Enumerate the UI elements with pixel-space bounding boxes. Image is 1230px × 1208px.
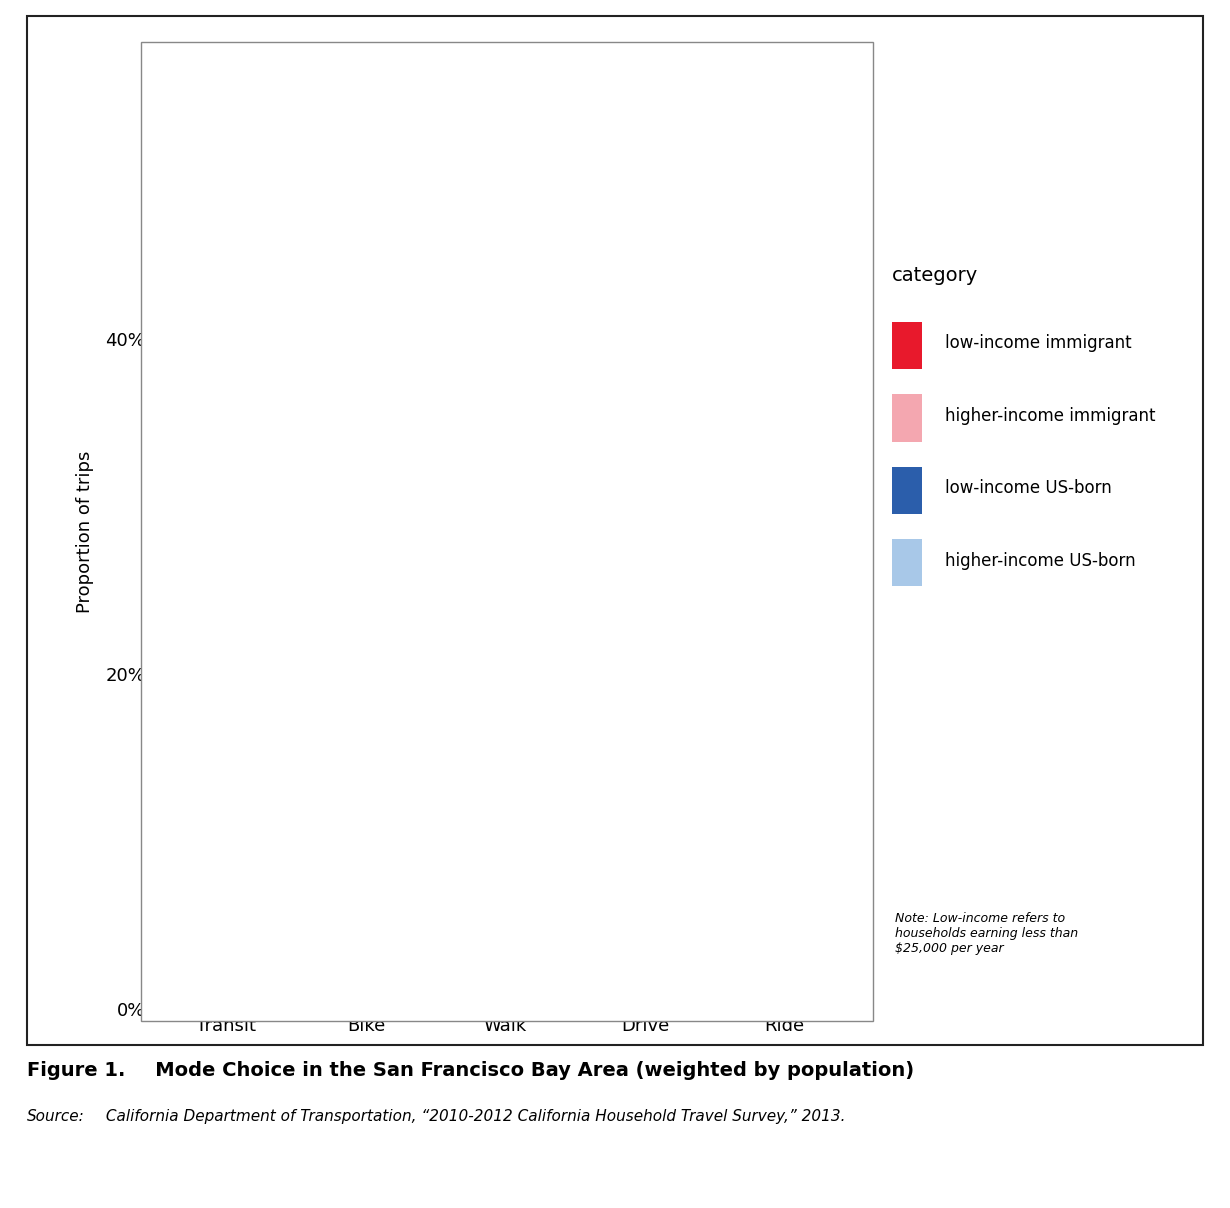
Bar xyxy=(343,945,365,1009)
Bar xyxy=(809,800,831,1009)
Text: Mode Choice in the San Francisco Bay Area (weighted by population): Mode Choice in the San Francisco Bay Are… xyxy=(135,1061,914,1080)
Text: category: category xyxy=(892,266,978,285)
Bar xyxy=(892,321,922,370)
Text: Note: Low-income refers to
households earning less than
$25,000 per year: Note: Low-income refers to households ea… xyxy=(895,912,1079,956)
Bar xyxy=(599,574,621,1009)
Text: higher-income US-born: higher-income US-born xyxy=(945,552,1135,570)
Bar xyxy=(622,272,645,1009)
Bar xyxy=(786,800,808,1009)
Text: California Department of Transportation, “2010-2012 California Household Travel : California Department of Transportation,… xyxy=(101,1109,845,1123)
Bar xyxy=(320,975,342,1009)
Bar xyxy=(390,958,412,1009)
Bar xyxy=(669,138,691,1009)
Bar xyxy=(507,489,529,1009)
Bar xyxy=(180,808,202,1009)
Bar xyxy=(530,674,552,1009)
Bar xyxy=(892,539,922,586)
Y-axis label: Proportion of trips: Proportion of trips xyxy=(76,451,95,612)
Text: higher-income immigrant: higher-income immigrant xyxy=(945,407,1155,425)
Bar xyxy=(892,394,922,442)
Text: low-income US-born: low-income US-born xyxy=(945,480,1112,498)
Bar xyxy=(761,557,784,1009)
Text: Figure 1.: Figure 1. xyxy=(27,1061,125,1080)
Bar xyxy=(646,289,668,1009)
Bar xyxy=(251,883,273,1009)
Bar xyxy=(459,389,481,1009)
Bar xyxy=(203,883,225,1009)
Bar xyxy=(892,467,922,515)
Bar xyxy=(228,841,250,1009)
Text: low-income immigrant: low-income immigrant xyxy=(945,335,1132,353)
Bar xyxy=(738,623,760,1009)
Bar xyxy=(482,657,504,1009)
Text: Source:: Source: xyxy=(27,1109,85,1123)
Bar xyxy=(367,988,389,1009)
